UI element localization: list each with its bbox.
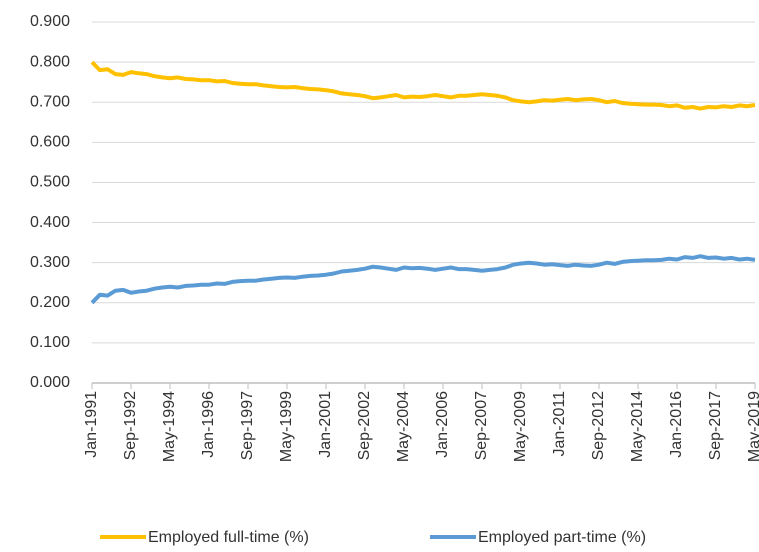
line-series [90, 254, 756, 305]
x-tick-label: May-2014 [629, 391, 646, 462]
x-tick-label: Jan-2001 [317, 391, 334, 458]
x-tick-label: May-2004 [395, 391, 412, 462]
x-tick-label: Sep-1992 [122, 391, 139, 460]
line-series [90, 60, 756, 111]
y-tick-label: 0.100 [30, 334, 70, 351]
x-tick-label: May-2009 [512, 391, 529, 462]
y-tick-label: 0.800 [30, 53, 70, 70]
legend-label: Employed full-time (%) [148, 529, 309, 546]
x-tick-label: Jan-2006 [434, 391, 451, 458]
x-tick-label: Sep-2007 [473, 391, 490, 460]
x-tick-label: May-1999 [278, 391, 295, 462]
x-tick-label: Jan-1996 [200, 391, 217, 458]
x-tick-label: Jan-2011 [551, 391, 568, 457]
legend-label: Employed part-time (%) [478, 529, 646, 546]
y-tick-label: 0.700 [30, 93, 70, 110]
y-tick-label: 0.900 [30, 13, 70, 30]
x-tick-label: Sep-2002 [356, 391, 373, 460]
y-tick-label: 0.500 [30, 174, 70, 191]
y-tick-label: 0.600 [30, 134, 70, 151]
x-tick-label: May-2019 [746, 391, 759, 462]
x-tick-label: Sep-2017 [707, 391, 724, 460]
x-tick-label: Sep-1997 [239, 391, 256, 460]
y-tick-label: 0.400 [30, 214, 70, 231]
y-tick-label: 0.200 [30, 294, 70, 311]
x-tick-label: May-1994 [161, 391, 178, 462]
x-tick-label: Jan-2016 [668, 391, 685, 458]
y-tick-label: 0.000 [30, 374, 70, 391]
x-tick-label: Sep-2012 [590, 391, 607, 460]
y-tick-label: 0.300 [30, 254, 70, 271]
x-tick-label: Jan-1991 [83, 391, 100, 458]
